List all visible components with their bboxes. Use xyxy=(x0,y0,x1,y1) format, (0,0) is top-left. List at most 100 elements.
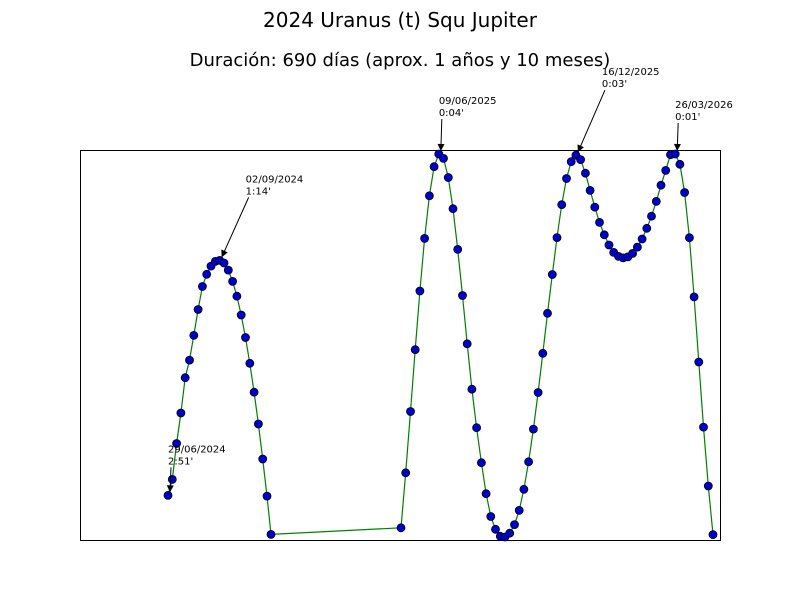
data-point xyxy=(680,188,689,197)
annotation-date: 09/06/2025 xyxy=(439,96,497,107)
data-point xyxy=(505,528,515,538)
annotation-arrow xyxy=(577,90,606,153)
data-point xyxy=(661,165,671,175)
annotation-arrow xyxy=(221,197,250,258)
data-point xyxy=(245,358,255,368)
data-point xyxy=(462,339,472,349)
data-point xyxy=(249,387,259,397)
data-point xyxy=(604,240,614,250)
data-point xyxy=(189,330,199,340)
data-point xyxy=(185,355,194,365)
plot-frame xyxy=(80,150,721,541)
annotation-value: 0:04' xyxy=(439,108,464,119)
data-point xyxy=(590,202,600,212)
data-point xyxy=(599,230,609,240)
annotation-arrowhead xyxy=(673,143,681,151)
data-point xyxy=(486,512,496,521)
data-point xyxy=(699,422,708,432)
data-point xyxy=(576,155,585,165)
annotation-date: 02/09/2024 xyxy=(246,174,304,185)
data-point xyxy=(529,424,538,434)
data-point xyxy=(519,484,529,494)
data-point xyxy=(401,468,411,478)
data-point xyxy=(424,191,434,201)
data-point xyxy=(266,530,276,539)
data-point xyxy=(262,491,272,501)
data-point xyxy=(472,423,482,433)
data-point xyxy=(481,489,491,499)
data-point xyxy=(543,308,552,318)
data-point xyxy=(547,270,557,279)
data-point xyxy=(420,233,430,243)
data-point xyxy=(219,258,229,268)
data-point xyxy=(685,233,694,243)
annotation-value: 0:03' xyxy=(602,79,627,90)
chart-subtitle: Duración: 690 días (aprox. 1 años y 10 m… xyxy=(189,50,611,71)
data-point xyxy=(703,481,713,491)
data-point xyxy=(538,348,548,358)
data-point xyxy=(241,333,250,342)
annotation-arrowhead xyxy=(166,485,174,493)
annotation-date: 16/12/2025 xyxy=(602,67,660,78)
data-point xyxy=(396,523,406,533)
annotation-value: 1:14' xyxy=(246,186,271,197)
data-point xyxy=(429,162,439,172)
data-point xyxy=(689,292,699,302)
data-point xyxy=(180,373,190,383)
data-point xyxy=(694,357,704,367)
data-point xyxy=(633,242,642,252)
data-point xyxy=(585,185,595,195)
annotation-date: 26/03/2026 xyxy=(675,100,733,111)
data-point xyxy=(176,408,186,418)
data-point xyxy=(202,269,212,279)
annotation-arrowhead xyxy=(577,144,584,153)
data-point xyxy=(228,276,238,286)
data-point xyxy=(637,234,647,244)
data-point xyxy=(406,407,415,416)
data-point xyxy=(167,474,177,484)
data-point xyxy=(453,244,463,254)
data-point xyxy=(163,490,173,500)
data-point xyxy=(193,305,203,314)
data-point xyxy=(708,530,718,539)
data-point xyxy=(415,286,425,296)
data-point xyxy=(172,439,182,448)
data-point xyxy=(253,419,263,429)
data-point xyxy=(670,149,680,159)
annotation-arrowhead xyxy=(221,249,228,258)
data-point xyxy=(566,157,576,167)
data-point xyxy=(562,174,571,183)
data-point xyxy=(410,345,420,355)
data-point xyxy=(232,291,242,301)
data-point xyxy=(656,180,666,190)
data-point xyxy=(595,217,604,227)
data-point xyxy=(448,204,458,214)
data-point xyxy=(510,520,519,529)
data-point xyxy=(236,310,246,320)
data-point xyxy=(581,168,590,178)
data-point xyxy=(524,457,533,467)
data-point xyxy=(467,384,477,394)
data-point xyxy=(476,458,486,468)
data-point xyxy=(628,248,637,258)
data-point xyxy=(533,388,543,397)
data-point xyxy=(258,454,268,464)
annotation-value: 0:01' xyxy=(675,112,700,123)
data-point xyxy=(514,505,524,515)
annotation-arrowhead xyxy=(437,143,445,151)
data-point xyxy=(458,291,467,300)
data-point xyxy=(197,282,207,291)
data-point-group xyxy=(163,149,718,542)
data-point xyxy=(647,211,656,221)
data-point xyxy=(651,196,661,206)
data-point xyxy=(642,223,652,233)
annotation-value: 2:51' xyxy=(168,456,193,467)
data-point xyxy=(223,265,233,275)
